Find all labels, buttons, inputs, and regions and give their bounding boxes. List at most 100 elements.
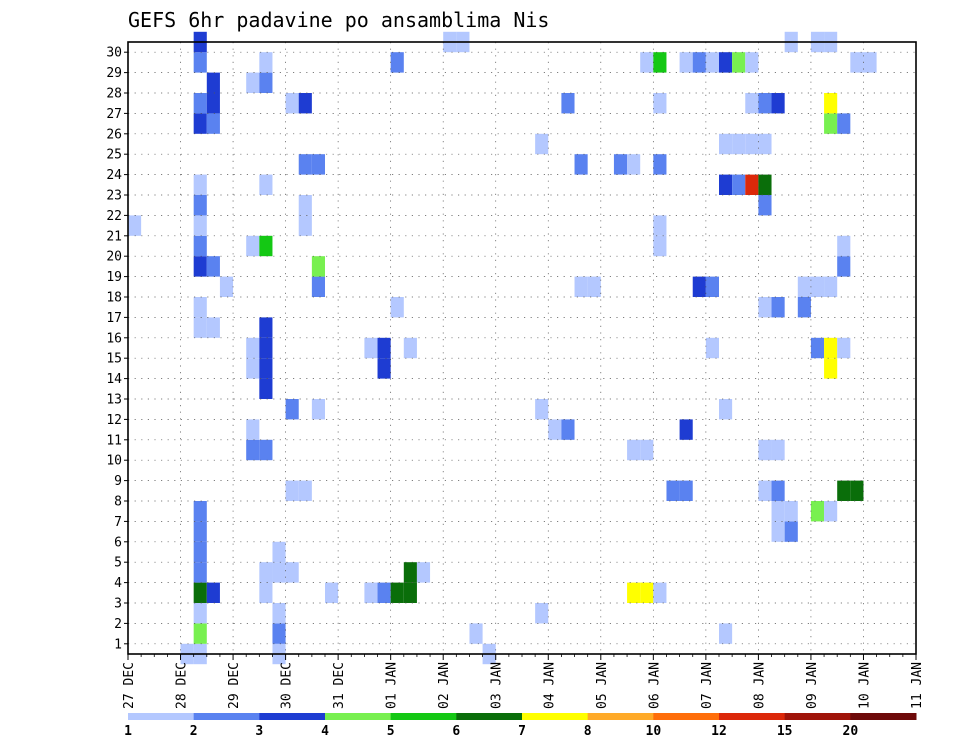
heatmap-cell: [259, 337, 273, 359]
heatmap-cell: [206, 93, 220, 114]
y-tick-label: 19: [106, 270, 122, 285]
heatmap-cell: [128, 215, 142, 236]
colorbar-swatch: [719, 713, 786, 720]
x-tick-label: 01 JAN: [385, 662, 400, 709]
heatmap-cell: [758, 195, 772, 216]
y-tick-label: 30: [106, 46, 122, 61]
heatmap-cell: [719, 133, 733, 155]
y-tick-label: 8: [114, 495, 122, 510]
y-tick-label: 28: [106, 87, 122, 102]
heatmap-cell: [193, 256, 207, 277]
heatmap-cell: [732, 52, 746, 73]
colorbar-swatch: [259, 713, 326, 720]
y-tick-label: 14: [106, 372, 122, 387]
x-tick-label: 11 JAN: [910, 662, 925, 709]
heatmap-cell: [745, 133, 759, 155]
heatmap-cell: [771, 439, 785, 461]
heatmap-cell: [850, 480, 864, 501]
colorbar-swatch: [522, 713, 589, 720]
heatmap-cell: [246, 419, 260, 440]
heatmap-cell: [403, 582, 417, 603]
heatmap-cell: [653, 235, 667, 257]
heatmap-cell: [206, 72, 220, 93]
heatmap-cell: [259, 562, 273, 583]
heatmap-cell: [259, 358, 273, 379]
heatmap-cell: [745, 52, 759, 73]
heatmap-cell: [850, 52, 864, 73]
heatmap-cell: [732, 174, 746, 195]
heatmap-cell: [390, 52, 404, 73]
heatmap-cell: [193, 113, 207, 134]
heatmap-cell: [390, 582, 404, 603]
heatmap-cell: [758, 133, 772, 155]
heatmap-cell: [771, 93, 785, 114]
heatmap-cell: [863, 52, 877, 73]
y-tick-label: 2: [114, 617, 122, 632]
heatmap-cell: [784, 501, 798, 522]
y-tick-label: 10: [106, 454, 122, 469]
heatmap-cell: [469, 623, 483, 644]
heatmap-cell: [771, 480, 785, 501]
heatmap-cell: [206, 113, 220, 134]
heatmap-cell: [837, 480, 851, 501]
heatmap-cell: [246, 439, 260, 461]
x-tick-label: 06 JAN: [647, 662, 662, 709]
heatmap-cell: [719, 399, 733, 420]
y-tick-label: 4: [114, 576, 122, 591]
heatmap-cell: [705, 276, 719, 297]
heatmap-cell: [193, 93, 207, 114]
heatmap-cell: [653, 52, 667, 73]
x-tick-label: 05 JAN: [595, 662, 610, 709]
heatmap-cell: [272, 562, 286, 583]
heatmap-cell: [810, 337, 825, 359]
heatmap-cell: [193, 623, 207, 644]
heatmap-cell: [758, 174, 772, 195]
colorbar-swatch: [784, 713, 851, 720]
colorbar-swatch: [456, 713, 523, 720]
x-tick-label: 10 JAN: [857, 662, 872, 709]
heatmap-cell: [325, 582, 339, 603]
heatmap-cell: [771, 501, 785, 522]
heatmap-cell: [311, 154, 325, 175]
heatmap-cell: [364, 337, 378, 359]
heatmap-cell: [561, 419, 575, 440]
heatmap-cell: [758, 480, 772, 501]
colorbar-label: 5: [387, 724, 395, 739]
heatmap-cell: [193, 501, 207, 522]
y-tick-label: 16: [106, 331, 122, 346]
heatmap-cell: [653, 215, 667, 236]
heatmap-cell: [259, 52, 273, 73]
colorbar-swatch: [653, 713, 720, 720]
heatmap-cell: [193, 195, 207, 216]
heatmap-cell: [259, 174, 273, 195]
y-tick-label: 27: [106, 107, 122, 122]
y-tick-label: 23: [106, 189, 122, 204]
heatmap-cell: [298, 195, 312, 216]
x-tick-label: 31 DEC: [332, 662, 347, 709]
plot-frame: [127, 41, 917, 655]
y-tick-label: 29: [106, 66, 122, 81]
heatmap-cell: [824, 113, 838, 134]
y-tick-label: 20: [106, 250, 122, 265]
x-tick-label: 04 JAN: [542, 662, 557, 709]
colorbar-swatch: [128, 713, 195, 720]
y-tick-label: 9: [114, 474, 122, 489]
heatmap-cell: [311, 276, 325, 297]
heatmap-cell: [259, 72, 273, 93]
y-tick-label: 1: [114, 637, 122, 652]
heatmap-cell: [285, 93, 299, 114]
colorbar-label: 2: [190, 724, 198, 739]
x-tick-label: 03 JAN: [490, 662, 505, 709]
heatmap-cell: [784, 521, 798, 542]
y-tick-label: 26: [106, 127, 122, 142]
heatmap-cell: [627, 582, 641, 603]
y-tick-label: 15: [106, 352, 122, 367]
heatmap-cell: [377, 582, 391, 603]
colorbar-swatch: [325, 713, 392, 720]
colorbar-swatch: [390, 713, 457, 720]
heatmap-cell: [587, 276, 601, 297]
heatmap-cell: [810, 501, 825, 522]
heatmap-cell: [377, 358, 391, 379]
heatmap-cell: [745, 93, 759, 114]
